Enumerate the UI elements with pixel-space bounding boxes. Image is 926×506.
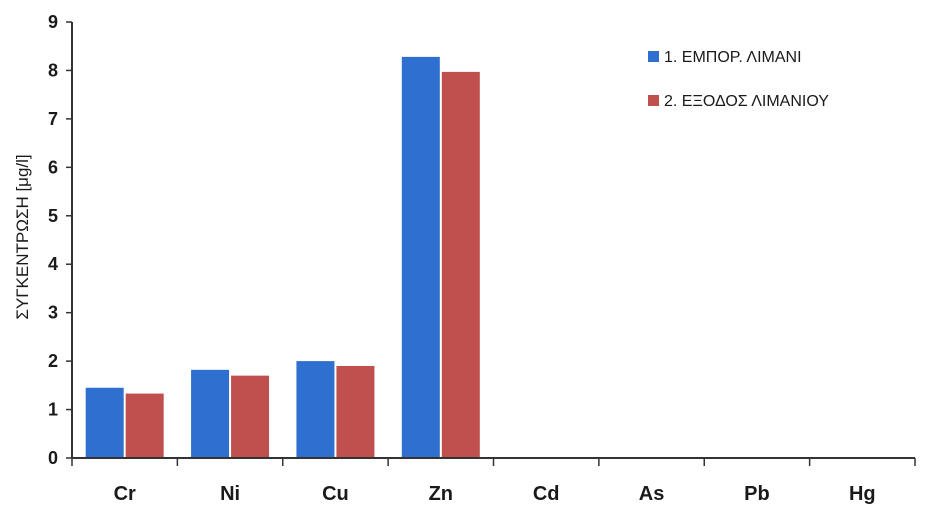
legend-label: 2. ΕΞΟΔΟΣ ΛΙΜΑΝΙΟΥ bbox=[664, 93, 829, 110]
y-tick-label: 4 bbox=[48, 254, 58, 274]
axes bbox=[71, 22, 915, 459]
x-tick-label: Hg bbox=[849, 483, 876, 505]
legend-swatch bbox=[648, 95, 659, 106]
legend-label: 1. ΕΜΠΟΡ. ΛΙΜΑΝΙ bbox=[664, 49, 802, 66]
y-tick-label: 3 bbox=[48, 303, 58, 323]
legend-swatch bbox=[648, 51, 659, 62]
x-tick-label: Ni bbox=[220, 483, 240, 505]
y-tick-label: 1 bbox=[48, 400, 58, 420]
x-tick-label: Cu bbox=[322, 483, 349, 505]
x-tick-label: Zn bbox=[429, 483, 453, 505]
x-tick-label: Cd bbox=[533, 483, 560, 505]
y-tick-label: 2 bbox=[48, 351, 58, 371]
y-tick-label: 7 bbox=[48, 109, 58, 129]
bar-zn-series-1 bbox=[401, 56, 440, 458]
bars bbox=[85, 56, 480, 459]
y-tick-label: 5 bbox=[48, 206, 58, 226]
y-axis-title: ΣΥΓΚΕΝΤΡΩΣΗ [μg/l] bbox=[13, 154, 32, 319]
bar-cu-series-1 bbox=[296, 361, 335, 458]
x-tick-label: As bbox=[639, 483, 665, 505]
bar-ni-series-1 bbox=[191, 369, 230, 458]
bar-zn-series-2 bbox=[441, 71, 480, 459]
x-axis-ticks: Cr Ni Cu Zn Cd As Pb Hg bbox=[71, 458, 916, 505]
bar-ni-series-2 bbox=[231, 375, 270, 458]
bar-cr-series-2 bbox=[125, 393, 164, 458]
y-tick-label: 6 bbox=[48, 157, 58, 177]
x-tick-label: Pb bbox=[744, 483, 770, 505]
y-tick-label: 9 bbox=[48, 12, 58, 32]
legend: 1. ΕΜΠΟΡ. ΛΙΜΑΝΙ 2. ΕΞΟΔΟΣ ΛΙΜΑΝΙΟΥ bbox=[648, 49, 829, 110]
y-tick-label: 0 bbox=[48, 448, 58, 468]
y-axis-ticks: 0 1 2 3 4 5 6 7 8 9 bbox=[48, 12, 72, 468]
x-tick-label: Cr bbox=[114, 483, 136, 505]
bar-cr-series-1 bbox=[85, 387, 124, 458]
bar-cu-series-2 bbox=[336, 365, 375, 458]
y-tick-label: 8 bbox=[48, 60, 58, 80]
